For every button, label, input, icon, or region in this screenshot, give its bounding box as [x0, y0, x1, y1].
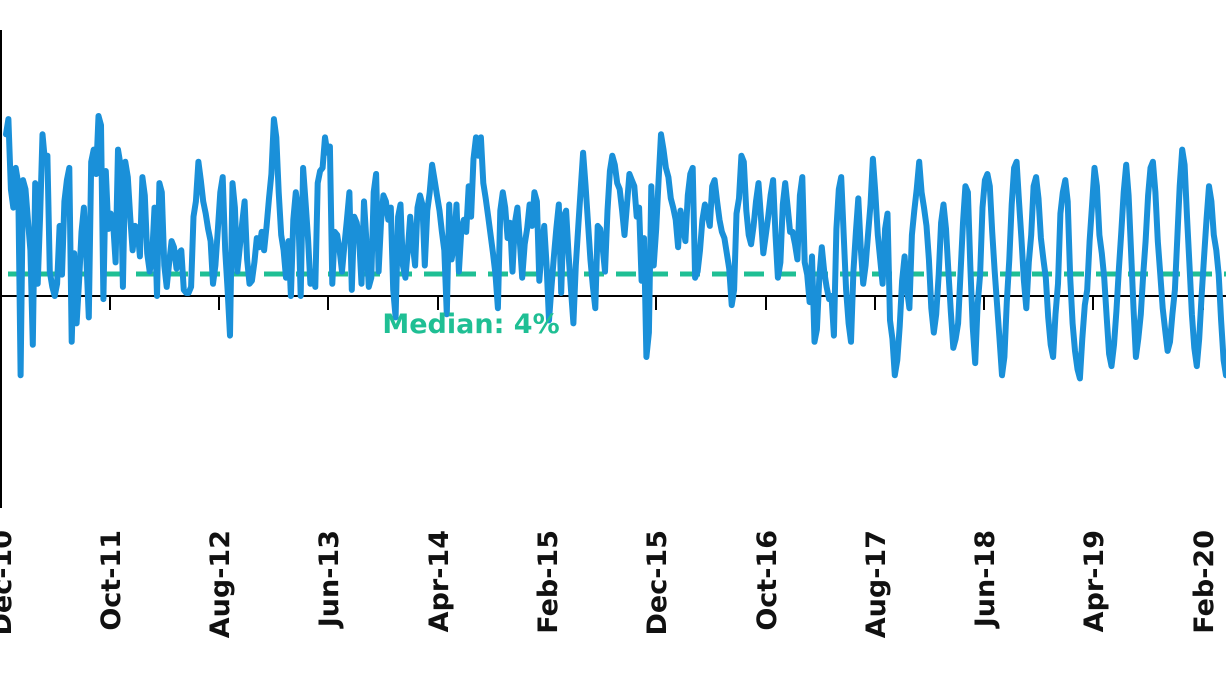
x-tick-label: Feb-15 — [533, 530, 564, 634]
median-label: Median: 4% — [382, 309, 559, 340]
x-ticks — [109, 296, 1204, 310]
x-tick-label: Apr-19 — [1079, 530, 1110, 632]
x-tick-label: Aug-12 — [205, 530, 236, 638]
x-tick-labels: Dec-10 Oct-11 Aug-12 Jun-13 Apr-14 Feb-15 Dec-… — [0, 530, 1220, 638]
x-tick-label: Jun-18 — [970, 530, 1001, 629]
x-tick-label: Oct-16 — [752, 530, 783, 631]
x-tick-label: Jun-13 — [314, 530, 345, 629]
x-tick-label: Apr-14 — [424, 530, 455, 632]
series-line — [3, 113, 1226, 382]
x-tick-label: Dec-15 — [642, 530, 673, 636]
x-tick-label: Aug-17 — [861, 530, 892, 638]
x-tick-label: Oct-11 — [96, 530, 127, 631]
x-tick-label: Feb-20 — [1189, 530, 1220, 634]
x-tick-label: Dec-10 — [0, 530, 18, 636]
